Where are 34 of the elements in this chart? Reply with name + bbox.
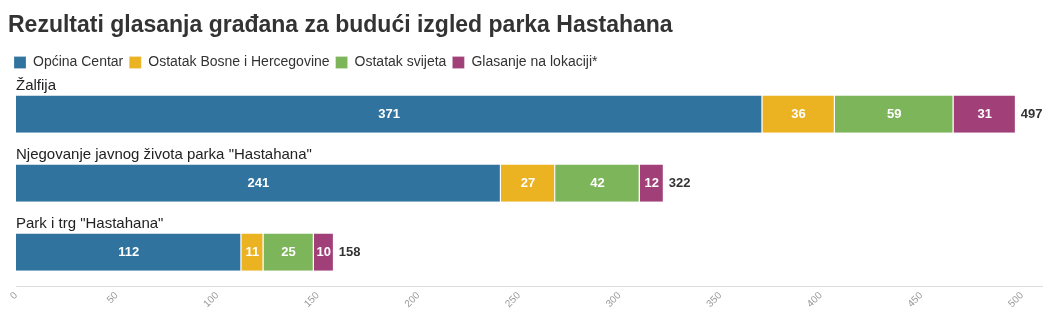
x-tick-label: 200 [402,289,423,310]
legend-label: Glasanje na lokaciji* [471,53,599,70]
data-label: 27 [520,174,536,190]
y-tick-label: Park i trg "Hastahana" [16,214,164,232]
x-tick-label: 100 [200,289,221,310]
chart-title: Rezultati glasanja građana za budući izgled parka Hastahana [8,11,673,38]
total-label: 158 [338,243,361,259]
x-tick-label: 150 [301,289,322,310]
data-label: 12 [644,174,659,190]
x-tick-label: 500 [1005,289,1026,310]
x-tick-label: 400 [804,289,825,310]
data-label: 25 [281,243,296,259]
x-tick-label: 450 [905,289,925,310]
data-label: 371 [378,105,401,121]
legend-label: Ostatak Bosne i Hercegovine [148,53,330,70]
data-label: 36 [791,105,806,121]
x-tick-label: 350 [703,289,724,310]
y-tick-label: Žalfija [16,76,57,94]
x-tick-label: 0 [7,289,20,302]
data-label: 59 [886,105,902,121]
total-label: 497 [1020,105,1043,121]
data-label: 112 [118,243,140,259]
legend-label: Općina Centar [33,53,124,70]
data-label: 31 [977,105,992,121]
data-label: 241 [247,174,270,190]
data-label: 10 [316,243,332,259]
x-tick-label: 300 [603,289,624,310]
data-label: 42 [590,174,605,190]
y-tick-label: Njegovanje javnog života parka "Hastahana" [16,145,312,163]
legend-label: Ostatak svijeta [354,53,447,70]
total-label: 322 [668,174,691,190]
x-tick-label: 50 [104,289,121,306]
data-label: 11 [245,243,260,259]
x-tick-label: 250 [502,289,523,310]
